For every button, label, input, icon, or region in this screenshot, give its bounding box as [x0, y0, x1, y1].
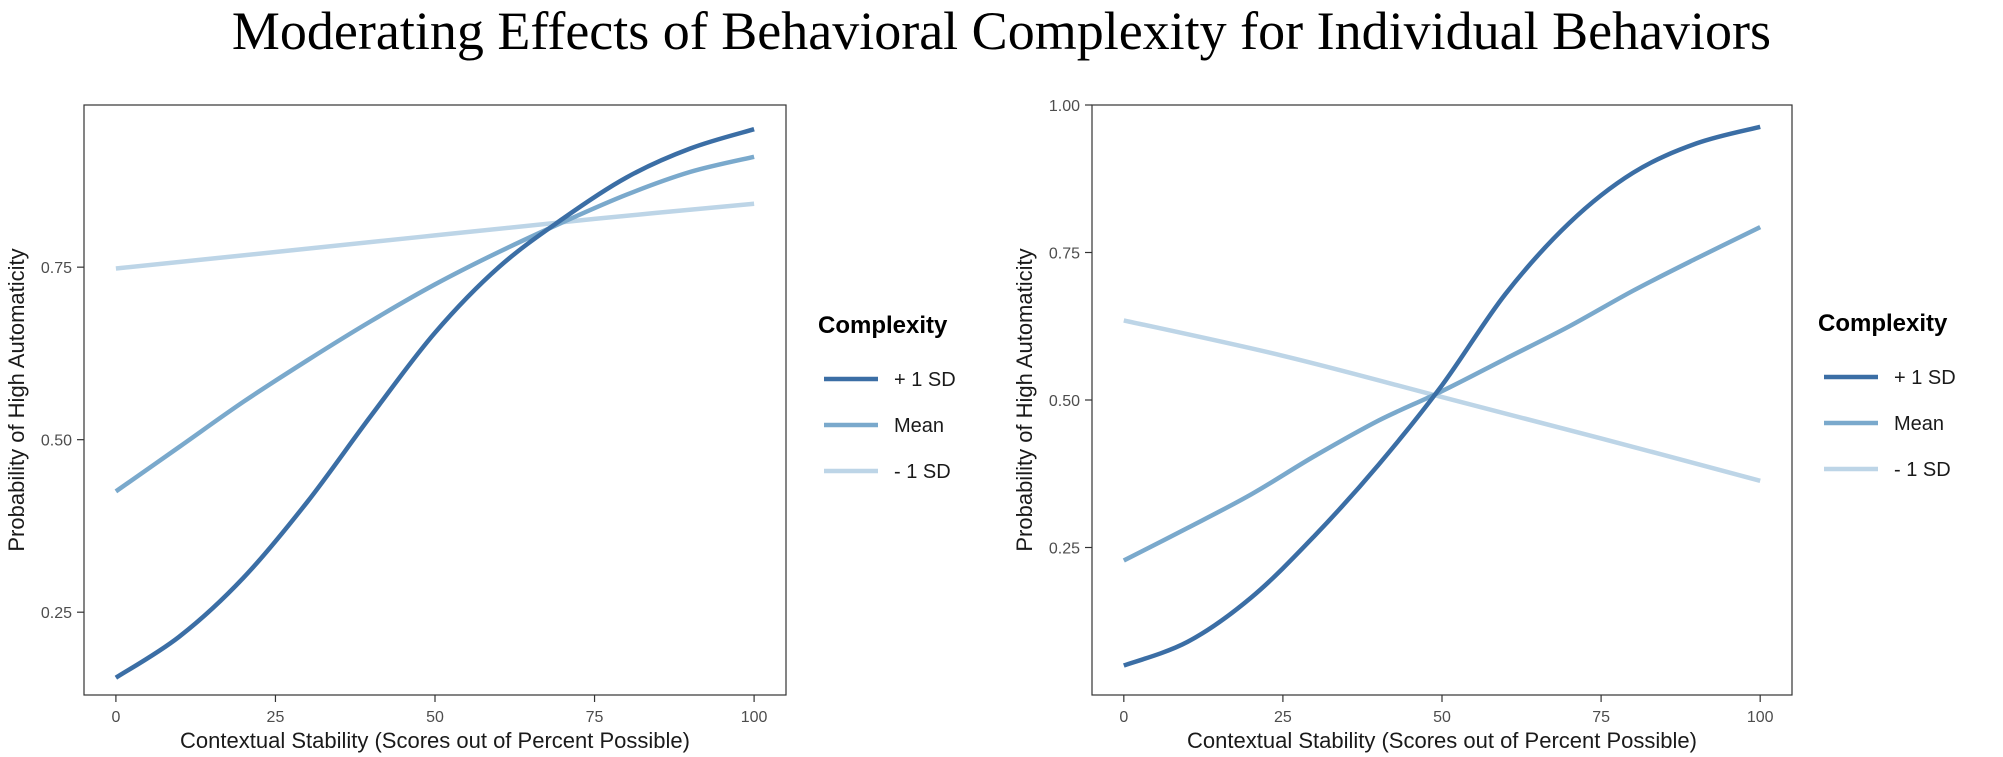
chart-left: 0 25 50 75 100 0.25 0.50 0.75 Contextual Stabili… — [4, 104, 956, 753]
x-tick-label: 0 — [111, 709, 120, 726]
x-tick-label: 75 — [586, 709, 604, 726]
x-tick-label: 25 — [1274, 709, 1292, 726]
figure-title: Moderating Effects of Behavioral Complex… — [231, 1, 1772, 61]
x-tick-label: 0 — [1119, 709, 1128, 726]
series-line — [1123, 124, 1761, 668]
legend-label: - 1 SD — [894, 461, 951, 483]
y-axis-title: Probability of High Automaticity — [4, 248, 29, 551]
series-line — [114, 154, 755, 494]
x-tick-label: 25 — [267, 709, 285, 726]
series-line — [115, 201, 755, 271]
y-tick-label: 0.75 — [1049, 246, 1080, 263]
legend-label: Mean — [1894, 413, 1944, 435]
x-axis-title: Contextual Stability (Scores out of Perc… — [1187, 728, 1697, 753]
y-tick-label: 0.75 — [41, 260, 72, 277]
y-tick-label: 0.25 — [1049, 541, 1080, 558]
series-line — [1122, 225, 1762, 563]
legend-title: Complexity — [818, 312, 948, 339]
x-tick-label: 50 — [426, 709, 444, 726]
y-tick-label: 0.50 — [41, 433, 72, 450]
x-tick-label: 100 — [1747, 709, 1774, 726]
y-tick-label: 1.00 — [1049, 98, 1080, 115]
legend-label: Mean — [894, 415, 944, 437]
legend-label: - 1 SD — [1894, 459, 1951, 481]
plot-panel — [83, 104, 787, 696]
legend-label: + 1 SD — [1894, 367, 1956, 389]
legend-label: + 1 SD — [894, 369, 956, 391]
x-axis-title: Contextual Stability (Scores out of Perc… — [180, 728, 690, 753]
series-line — [114, 127, 755, 680]
y-axis-title: Probability of High Automaticity — [1012, 248, 1037, 551]
chart-right: 0 25 50 75 100 0.25 0.50 0.75 1.00 Contextual Sta… — [1012, 98, 1956, 753]
y-tick-label: 0.50 — [1049, 393, 1080, 410]
y-tick-label: 0.25 — [41, 605, 72, 622]
series-line — [1123, 318, 1761, 483]
plot-panel — [1091, 104, 1793, 696]
x-tick-label: 75 — [1592, 709, 1610, 726]
x-tick-label: 50 — [1433, 709, 1451, 726]
x-tick-label: 100 — [741, 709, 768, 726]
legend-title: Complexity — [1818, 310, 1948, 337]
